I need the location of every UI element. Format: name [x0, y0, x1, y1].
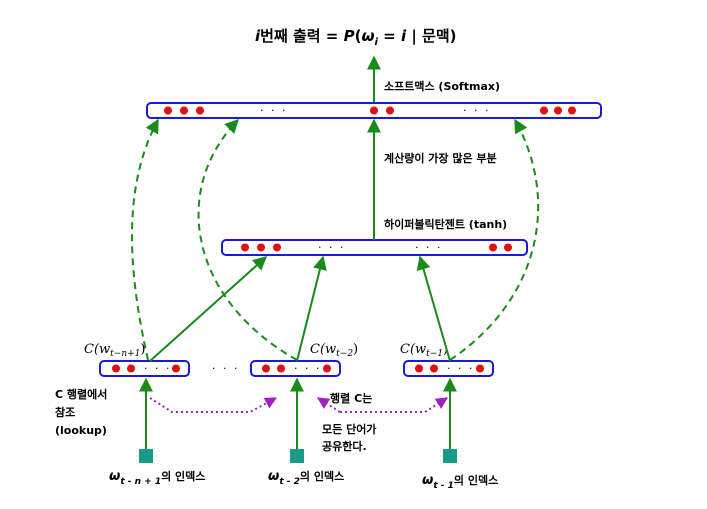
lookup-label: C 행렬에서 참조 (lookup): [55, 387, 111, 437]
embedding-label-1: C(wt−n+1): [84, 342, 145, 359]
neuron: [112, 364, 120, 373]
tanh-layer: · · · · · ·: [221, 239, 528, 256]
input-box-1: [139, 449, 153, 463]
shared-label-2: 모든 단어가 공유한다.: [322, 422, 380, 453]
neuron: [554, 106, 562, 115]
neuron: [241, 243, 249, 252]
embedding-layer-1: · · ·: [99, 360, 190, 377]
neuron: [257, 243, 265, 252]
neuron: [277, 364, 285, 373]
neuron: [127, 364, 135, 373]
neuron: [386, 106, 394, 115]
neuron: [180, 106, 188, 115]
input-label-1: ωt - n + 1의 인덱스: [109, 469, 205, 487]
neuron: [489, 243, 497, 252]
embedding-layer-2: · · ·: [250, 360, 341, 377]
tanh-label: 하이퍼볼릭탄젠트 (tanh): [384, 217, 507, 231]
output-title: i번째 출력 = P(ωi = i | 문맥): [255, 27, 457, 48]
ellipsis: · · ·: [260, 104, 287, 117]
embedding-layer-3: · · ·: [403, 360, 494, 377]
input-boxes: [139, 449, 457, 463]
neuron: [504, 243, 512, 252]
neuron: [172, 364, 180, 373]
neuron: [273, 243, 281, 252]
neuron: [540, 106, 548, 115]
shared-matrix-arrows: [149, 397, 449, 413]
ellipsis: · · ·: [463, 104, 490, 117]
neuron: [568, 106, 576, 115]
input-box-2: [290, 449, 304, 463]
ellipsis: · · ·: [144, 362, 171, 375]
softmax-label: 소프트맥스 (Softmax): [384, 79, 500, 93]
compute-label: 계산량이 가장 많은 부분: [384, 151, 497, 165]
ellipsis: · · ·: [318, 241, 345, 254]
neuron: [415, 364, 423, 373]
softmax-layer: · · · · · ·: [146, 102, 602, 119]
ellipsis: · · ·: [212, 362, 239, 375]
neuron: [164, 106, 172, 115]
direct-connections: [131, 118, 540, 361]
embedding-label-3: C(wt−1): [400, 342, 448, 359]
neuron: [196, 106, 204, 115]
ellipsis: · · ·: [447, 362, 474, 375]
input-arrows: [139, 377, 457, 449]
neuron: [262, 364, 270, 373]
neuron: [476, 364, 484, 373]
neuron: [430, 364, 438, 373]
neuron: [323, 364, 331, 373]
shared-label-1: 행렬 C는: [330, 391, 372, 405]
embedding-label-2: C(wt−2): [310, 342, 358, 359]
embedding-to-hidden-arrows: [149, 255, 451, 362]
input-label-2: ωt - 2의 인덱스: [268, 469, 344, 487]
input-label-3: ωt - 1의 인덱스: [422, 473, 498, 491]
ellipsis: · · ·: [294, 362, 321, 375]
input-box-3: [443, 449, 457, 463]
ellipsis: · · ·: [415, 241, 442, 254]
neuron: [370, 106, 378, 115]
